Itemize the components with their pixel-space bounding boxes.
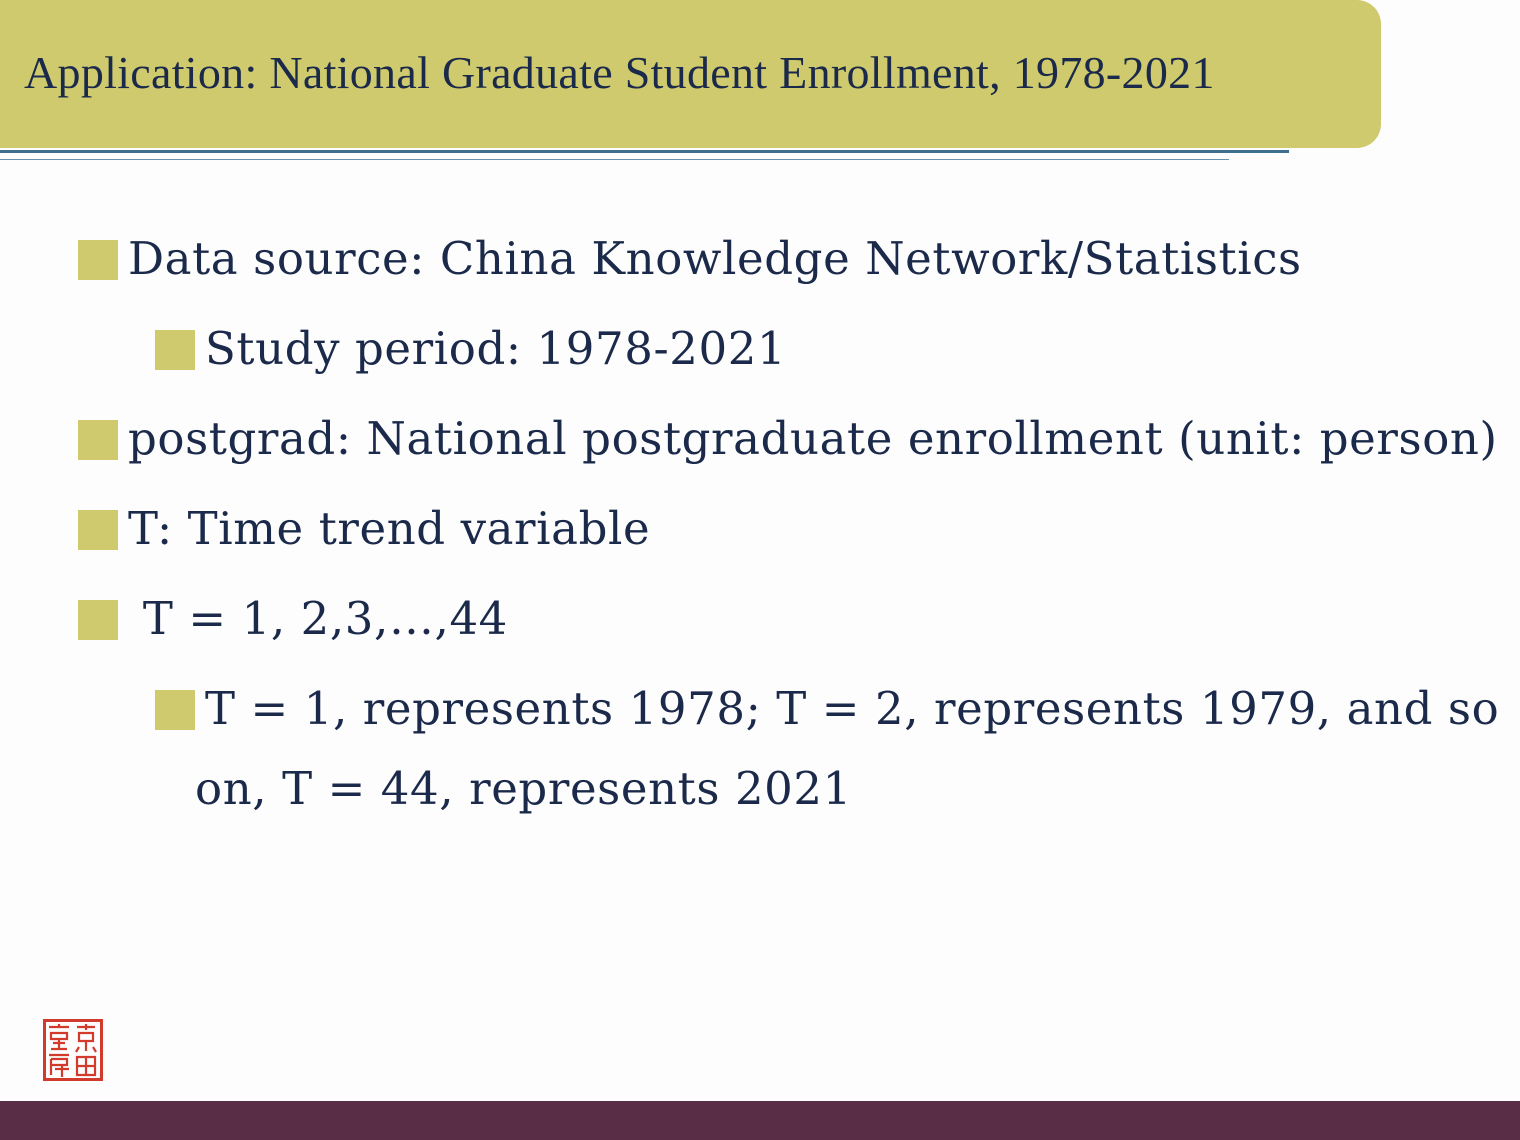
bullet-text: postgrad: National postgraduate enrollme…	[128, 412, 1498, 465]
title-banner: Application: National Graduate Student E…	[0, 0, 1381, 148]
bullet-square-icon	[78, 240, 118, 280]
bullet-text: T = 1, represents 1978; T = 2, represent…	[205, 682, 1500, 735]
title-divider-thin	[0, 159, 1229, 160]
bullet-postgrad: postgrad: National postgraduate enrollme…	[78, 413, 1498, 465]
bullet-study-period: Study period: 1978-2021	[155, 323, 786, 375]
red-seal-logo	[43, 1019, 103, 1081]
bullet-square-icon	[78, 420, 118, 460]
bullet-data-source: Data source: China Knowledge Network/Sta…	[78, 233, 1302, 285]
bullet-time-trend: T: Time trend variable	[78, 503, 650, 555]
bullet-text: T: Time trend variable	[128, 502, 651, 555]
bullet-square-icon	[155, 330, 195, 370]
bullet-t-represents: T = 1, represents 1978; T = 2, represent…	[155, 683, 1499, 735]
bullet-t-represents-continuation: on, T = 44, represents 2021	[195, 762, 852, 815]
bullet-text: Data source: China Knowledge Network/Sta…	[128, 232, 1302, 285]
bullet-text: T = 1, 2,3,…,44	[128, 592, 508, 645]
bullet-square-icon	[78, 600, 118, 640]
bullet-t-values: T = 1, 2,3,…,44	[78, 593, 508, 645]
bullet-square-icon	[155, 690, 195, 730]
bullet-text: Study period: 1978-2021	[205, 322, 787, 375]
slide-title: Application: National Graduate Student E…	[24, 47, 1215, 98]
bullet-square-icon	[78, 510, 118, 550]
footer-bar	[0, 1101, 1520, 1140]
title-divider-thick	[0, 150, 1289, 153]
